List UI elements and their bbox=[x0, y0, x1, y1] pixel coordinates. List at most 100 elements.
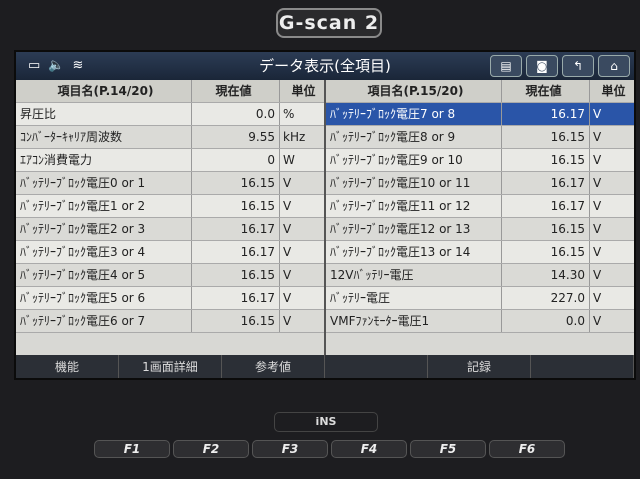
ins-logo: iNS bbox=[274, 412, 378, 432]
item-unit: V bbox=[283, 199, 292, 213]
softkey-2[interactable]: 1画面詳細 bbox=[119, 355, 222, 378]
item-unit: W bbox=[283, 153, 295, 167]
table-row[interactable]: ﾊﾞｯﾃﾘｰﾌﾞﾛｯｸ電圧12 or 13 16.15 V bbox=[326, 218, 634, 241]
item-value: 16.17 bbox=[502, 195, 590, 217]
item-name: ﾊﾞｯﾃﾘｰﾌﾞﾛｯｸ電圧6 or 7 bbox=[16, 310, 192, 332]
title-bar: ▭ 🔈 ≋ データ表示(全項目) ▤ ◙ ↰ ⌂ bbox=[16, 52, 634, 80]
header-unit: 単位 bbox=[601, 84, 626, 98]
item-name: ﾊﾞｯﾃﾘｰﾌﾞﾛｯｸ電圧13 or 14 bbox=[326, 241, 502, 263]
item-unit: V bbox=[593, 176, 602, 190]
home-icon: ⌂ bbox=[610, 59, 618, 73]
item-unit: V bbox=[283, 245, 292, 259]
header-unit: 単位 bbox=[291, 84, 316, 98]
item-unit: V bbox=[593, 153, 602, 167]
fkey-f4[interactable]: F4 bbox=[331, 440, 407, 458]
header-name: 項目名(P.14/20) bbox=[16, 80, 192, 102]
item-value: 16.17 bbox=[192, 241, 280, 263]
table-row[interactable]: ﾊﾞｯﾃﾘｰﾌﾞﾛｯｸ電圧9 or 10 16.15 V bbox=[326, 149, 634, 172]
battery-icon: ▭ bbox=[28, 58, 41, 73]
print-icon: ▤ bbox=[500, 59, 512, 73]
table-row[interactable]: ﾊﾞｯﾃﾘｰﾌﾞﾛｯｸ電圧10 or 11 16.17 V bbox=[326, 172, 634, 195]
fkey-f5[interactable]: F5 bbox=[410, 440, 486, 458]
table-row[interactable]: ﾊﾞｯﾃﾘｰﾌﾞﾛｯｸ電圧13 or 14 16.15 V bbox=[326, 241, 634, 264]
table-row[interactable]: 昇圧比 0.0% bbox=[16, 103, 324, 126]
item-name: ﾊﾞｯﾃﾘｰ電圧 bbox=[326, 287, 502, 309]
item-name: ﾊﾞｯﾃﾘｰﾌﾞﾛｯｸ電圧12 or 13 bbox=[326, 218, 502, 240]
item-name: 昇圧比 bbox=[16, 103, 192, 125]
fkey-f3[interactable]: F3 bbox=[252, 440, 328, 458]
table-row[interactable]: ﾊﾞｯﾃﾘｰﾌﾞﾛｯｸ電圧8 or 9 16.15 V bbox=[326, 126, 634, 149]
softkey-6[interactable] bbox=[531, 355, 634, 378]
table-row[interactable]: VMFﾌｧﾝﾓｰﾀｰ電圧1 0.0 V bbox=[326, 310, 634, 333]
item-unit: V bbox=[593, 291, 602, 305]
softkey-5[interactable]: 記録 bbox=[428, 355, 531, 378]
item-value: 16.15 bbox=[192, 172, 280, 194]
item-name: ﾊﾞｯﾃﾘｰﾌﾞﾛｯｸ電圧10 or 11 bbox=[326, 172, 502, 194]
item-name: ﾊﾞｯﾃﾘｰﾌﾞﾛｯｸ電圧5 or 6 bbox=[16, 287, 192, 309]
bottom-bar: 機能 1画面詳細 参考値 記録 bbox=[16, 355, 634, 378]
page-title: データ表示(全項目) bbox=[259, 57, 391, 75]
header-name: 項目名(P.15/20) bbox=[326, 80, 502, 102]
table-row[interactable]: ﾊﾞｯﾃﾘｰ電圧 227.0 V bbox=[326, 287, 634, 310]
item-value: 16.15 bbox=[192, 310, 280, 332]
item-value: 14.30 bbox=[502, 264, 590, 286]
item-value: 16.17 bbox=[502, 172, 590, 194]
item-name: ﾊﾞｯﾃﾘｰﾌﾞﾛｯｸ電圧2 or 3 bbox=[16, 218, 192, 240]
gscan-logo: G-scan 2 bbox=[276, 8, 382, 38]
back-icon: ↰ bbox=[572, 59, 584, 73]
table-row[interactable]: ﾊﾞｯﾃﾘｰﾌﾞﾛｯｸ電圧4 or 5 16.15 V bbox=[16, 264, 324, 287]
back-button[interactable]: ↰ bbox=[562, 55, 594, 77]
item-unit: V bbox=[593, 107, 602, 121]
print-button[interactable]: ▤ bbox=[490, 55, 522, 77]
speaker-icon: 🔈 bbox=[48, 58, 65, 73]
item-name: ﾊﾞｯﾃﾘｰﾌﾞﾛｯｸ電圧4 or 5 bbox=[16, 264, 192, 286]
function-keys: F1 F2 F3 F4 F5 F6 bbox=[94, 440, 565, 458]
home-button[interactable]: ⌂ bbox=[598, 55, 630, 77]
item-unit: V bbox=[593, 222, 602, 236]
fkey-f2[interactable]: F2 bbox=[173, 440, 249, 458]
item-unit: V bbox=[283, 176, 292, 190]
table-row[interactable]: ﾊﾞｯﾃﾘｰﾌﾞﾛｯｸ電圧2 or 3 16.17 V bbox=[16, 218, 324, 241]
item-value: 16.17 bbox=[192, 218, 280, 240]
item-name: ｴｱｺﾝ消費電力 bbox=[16, 149, 192, 171]
table-row[interactable]: ｴｱｺﾝ消費電力 0 W bbox=[16, 149, 324, 172]
item-unit: V bbox=[593, 130, 602, 144]
camera-icon: ◙ bbox=[536, 59, 548, 73]
item-value: 16.15 bbox=[502, 241, 590, 263]
table-header: 項目名(P.14/20) 現在値 単位 bbox=[16, 80, 324, 103]
item-value: 16.15 bbox=[192, 264, 280, 286]
item-name: ﾊﾞｯﾃﾘｰﾌﾞﾛｯｸ電圧9 or 10 bbox=[326, 149, 502, 171]
item-unit: V bbox=[593, 245, 602, 259]
item-value: 0.0 bbox=[502, 310, 590, 332]
item-value: 0.0 bbox=[192, 103, 280, 125]
table-row[interactable]: ﾊﾞｯﾃﾘｰﾌﾞﾛｯｸ電圧5 or 6 16.17 V bbox=[16, 287, 324, 310]
item-name: ﾊﾞｯﾃﾘｰﾌﾞﾛｯｸ電圧8 or 9 bbox=[326, 126, 502, 148]
item-value: 16.15 bbox=[192, 195, 280, 217]
softkey-4[interactable] bbox=[325, 355, 428, 378]
table-header: 項目名(P.15/20) 現在値 単位 bbox=[326, 80, 634, 103]
softkey-1[interactable]: 機能 bbox=[16, 355, 119, 378]
header-value: 現在値 bbox=[192, 80, 280, 102]
table-row[interactable]: ﾊﾞｯﾃﾘｰﾌﾞﾛｯｸ電圧0 or 1 16.15 V bbox=[16, 172, 324, 195]
table-row[interactable]: ﾊﾞｯﾃﾘｰﾌﾞﾛｯｸ電圧3 or 4 16.17 V bbox=[16, 241, 324, 264]
screen: ▭ 🔈 ≋ データ表示(全項目) ▤ ◙ ↰ ⌂ 項目名(P.14/20) 現在… bbox=[14, 50, 636, 380]
softkey-3[interactable]: 参考値 bbox=[222, 355, 325, 378]
item-unit: V bbox=[283, 291, 292, 305]
item-value: 16.17 bbox=[192, 287, 280, 309]
table-row[interactable]: ﾊﾞｯﾃﾘｰﾌﾞﾛｯｸ電圧11 or 12 16.17 V bbox=[326, 195, 634, 218]
item-value: 16.17 bbox=[502, 103, 590, 125]
item-unit: % bbox=[283, 107, 295, 121]
table-row[interactable]: ﾊﾞｯﾃﾘｰﾌﾞﾛｯｸ電圧7 or 8 16.17 V bbox=[326, 103, 634, 126]
header-value: 現在値 bbox=[502, 80, 590, 102]
table-row[interactable]: ｺﾝﾊﾞｰﾀｰｷｬﾘｱ周波数 9.55 kHz bbox=[16, 126, 324, 149]
wifi-icon: ≋ bbox=[72, 58, 84, 73]
item-name: ﾊﾞｯﾃﾘｰﾌﾞﾛｯｸ電圧11 or 12 bbox=[326, 195, 502, 217]
table-row[interactable]: ﾊﾞｯﾃﾘｰﾌﾞﾛｯｸ電圧1 or 2 16.15 V bbox=[16, 195, 324, 218]
table-row[interactable]: 12Vﾊﾞｯﾃﾘｰ電圧 14.30 V bbox=[326, 264, 634, 287]
item-name: ﾊﾞｯﾃﾘｰﾌﾞﾛｯｸ電圧0 or 1 bbox=[16, 172, 192, 194]
fkey-f1[interactable]: F1 bbox=[94, 440, 170, 458]
camera-button[interactable]: ◙ bbox=[526, 55, 558, 77]
item-value: 0 bbox=[192, 149, 280, 171]
table-row[interactable]: ﾊﾞｯﾃﾘｰﾌﾞﾛｯｸ電圧6 or 7 16.15 V bbox=[16, 310, 324, 333]
fkey-f6[interactable]: F6 bbox=[489, 440, 565, 458]
